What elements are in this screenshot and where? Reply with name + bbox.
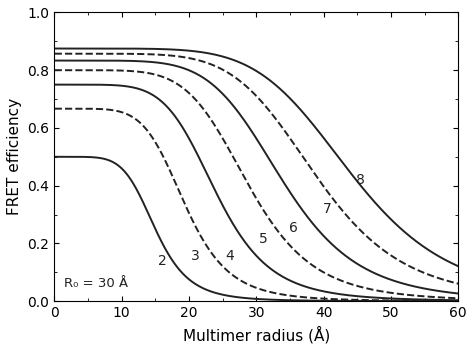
Text: 7: 7 (323, 202, 331, 216)
Text: 4: 4 (225, 250, 234, 264)
Y-axis label: FRET efficiency: FRET efficiency (7, 98, 22, 215)
Text: 8: 8 (356, 173, 365, 187)
Text: 5: 5 (259, 232, 267, 246)
X-axis label: Multimer radius (Å): Multimer radius (Å) (182, 326, 330, 343)
Text: 6: 6 (289, 220, 298, 234)
Text: R₀ = 30 Å: R₀ = 30 Å (64, 276, 128, 289)
Text: 3: 3 (191, 250, 200, 264)
Text: 2: 2 (158, 254, 166, 268)
